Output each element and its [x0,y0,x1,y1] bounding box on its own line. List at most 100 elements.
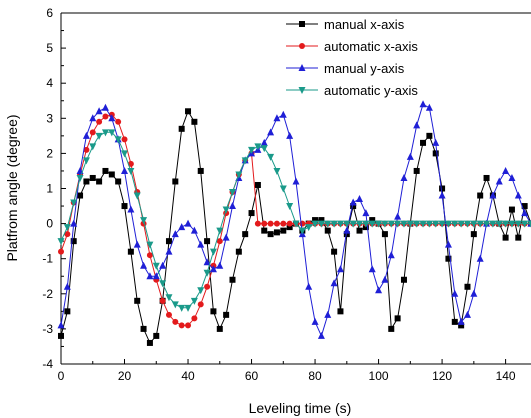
legend-marker [299,21,305,27]
data-point [375,286,383,294]
data-point [413,167,420,174]
data-point [439,185,446,192]
data-point [165,238,172,245]
data-point [134,297,141,304]
data-point [387,220,395,228]
data-point [203,269,211,277]
data-point [197,240,205,248]
data-point [349,220,357,228]
data-point [152,272,160,280]
data-point [108,114,116,122]
data-point [521,209,529,217]
data-point [381,231,388,238]
data-point [140,325,147,332]
data-point [82,157,90,165]
data-point [311,220,319,228]
data-point [438,220,446,228]
data-point [133,192,141,200]
data-point [185,322,192,329]
legend-item: automatic x-axis [286,39,418,54]
data-point [343,220,351,228]
data-point [368,220,376,228]
data-point [267,220,274,227]
legend-label: automatic y-axis [324,83,418,98]
x-tick-label: 120 [432,369,452,383]
data-point [394,220,402,228]
data-point [133,240,141,248]
legend-label: manual y-axis [324,61,405,76]
axis-ticks: 0 20 40 60 80 100 120 140 -4 -3 -2 -1 0 1 2 3 4 5 6 [42,6,516,383]
data-point [127,167,135,175]
data-point [470,231,477,238]
x-tick-label: 20 [118,369,132,383]
data-point [413,121,421,129]
x-tick-label: 100 [369,369,389,383]
data-point [330,279,338,287]
data-point [70,219,78,227]
data-point [425,220,433,228]
data-point [350,203,357,210]
data-point [299,220,306,227]
data-point [502,234,509,241]
data-point [457,317,465,325]
data-point [190,226,198,234]
data-point [108,129,116,137]
legend: manual x-axis automatic x-axis manual y-ax… [286,17,418,98]
data-point [96,178,103,185]
data-point [210,308,217,315]
data-point [267,153,275,161]
data-point [197,287,205,295]
data-point [317,331,325,339]
data-point [495,177,503,185]
data-point [273,167,281,175]
data-point [140,261,148,269]
data-point [312,217,319,224]
data-point [152,262,160,270]
data-point [330,220,338,228]
data-point [178,322,185,329]
data-point [216,325,223,332]
data-point [483,220,491,228]
data-point [57,238,65,246]
data-point [190,297,198,305]
data-point [102,167,109,174]
data-point [146,252,153,259]
data-point [76,174,84,182]
data-point [261,227,268,234]
series-3 [57,129,531,312]
data-point [349,198,357,206]
data-point [483,174,490,181]
data-point [267,128,275,136]
data-point [477,192,484,199]
plot-frame [61,13,531,364]
data-point [89,129,96,136]
data-point [228,202,236,210]
data-point [178,223,186,231]
data-point [204,238,211,245]
data-point [324,220,332,228]
data-point [438,191,446,199]
data-point [184,304,192,312]
data-point [375,220,383,228]
data-point [209,265,217,273]
data-point [140,217,148,225]
data-point [261,220,268,227]
y-tick-label: 6 [46,6,53,20]
data-point [368,265,376,273]
data-point [464,283,471,290]
data-point [121,166,129,174]
data-point [115,118,122,125]
data-point [146,339,153,346]
data-point [248,210,255,217]
legend-item: manual y-axis [286,61,405,76]
x-tick-label: 80 [308,369,322,383]
data-point [362,209,370,217]
data-point [394,315,401,322]
data-point [191,315,198,322]
series-layer [57,100,531,346]
data-point [343,226,351,234]
data-point [336,265,344,273]
data-point [64,308,71,315]
data-point [127,205,135,213]
legend-marker [298,64,306,71]
